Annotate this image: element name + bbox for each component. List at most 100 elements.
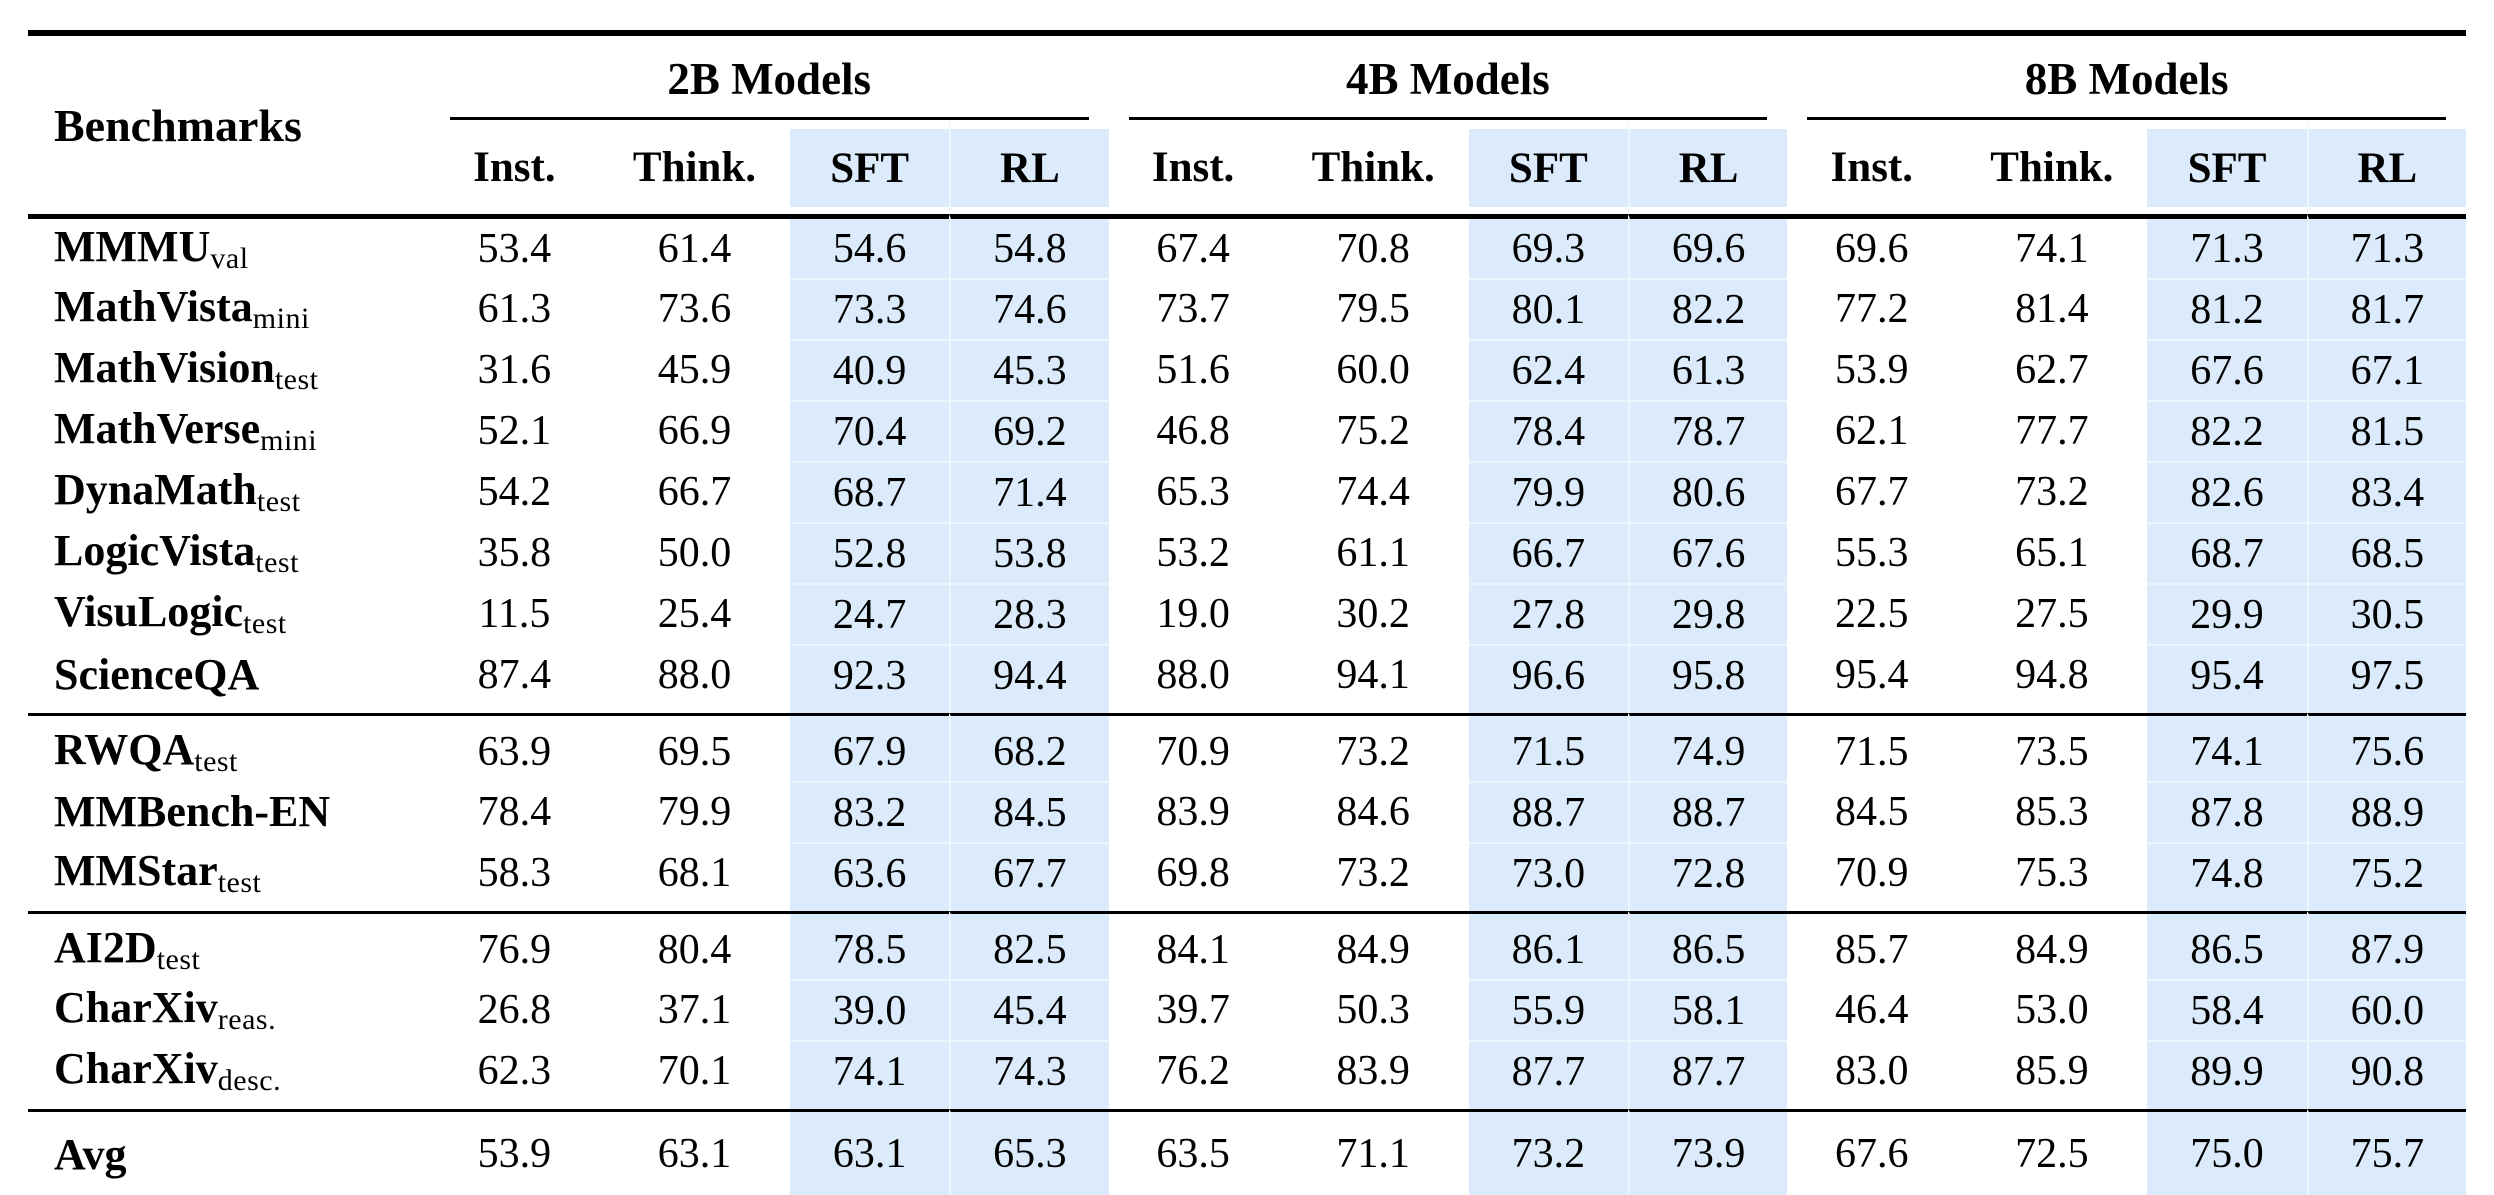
score-cell: 83.4 <box>2306 461 2466 522</box>
benchmark-name: LogicVistatest <box>28 522 430 583</box>
benchmarks-column-header: Benchmarks <box>54 99 302 151</box>
score-cell: 58.3 <box>477 849 552 896</box>
col-header-8b-think: Think. <box>1990 143 2114 191</box>
score-cell: 60.0 <box>2306 979 2466 1040</box>
benchmark-label: MathVista <box>54 282 253 331</box>
score-cell: 25.4 <box>657 590 732 637</box>
score-cell: 79.5 <box>1336 285 1410 332</box>
score-cell: 53.0 <box>2015 986 2089 1033</box>
table-row: VisuLogictest 11.5 25.4 24.7 28.3 19.0 30.2 27.… <box>28 583 2466 644</box>
score-cell: 71.1 <box>1277 1109 1469 1195</box>
benchmark-name: AI2Dtest <box>28 911 430 979</box>
benchmark-subscript: mini <box>252 302 310 335</box>
score-cell: 67.6 <box>2147 339 2307 400</box>
benchmark-label: MathVision <box>54 343 275 392</box>
score-cell: 67.9 <box>790 713 950 781</box>
table-row: CharXivreas. 26.8 37.1 39.0 45.4 39.7 50.3 55.9… <box>28 979 2466 1040</box>
score-cell: 74.1 <box>1956 214 2148 278</box>
score-cell: 68.5 <box>2306 522 2466 583</box>
score-cell: 69.3 <box>1468 214 1628 278</box>
benchmark-label: DynaMath <box>54 465 257 514</box>
table-row: MMMUval 53.4 61.4 54.6 54.8 67.4 70.8 69.3 69.6 6… <box>28 214 2466 278</box>
score-cell: 69.2 <box>949 400 1109 461</box>
score-cell: 63.6 <box>790 842 950 911</box>
score-cell: 84.9 <box>1956 911 2148 979</box>
score-cell: 72.8 <box>1627 842 1788 911</box>
score-cell: 65.3 <box>949 1109 1109 1195</box>
score-cell: 60.0 <box>1336 346 1410 393</box>
score-cell: 55.3 <box>1835 529 1909 576</box>
score-cell: 31.6 <box>477 346 552 393</box>
score-cell: 37.1 <box>657 986 732 1033</box>
group-title-2b: 2B Models <box>449 53 1089 120</box>
score-cell: 39.0 <box>790 979 950 1040</box>
score-cell: 73.2 <box>1336 849 1410 896</box>
score-cell: 74.6 <box>949 278 1109 339</box>
score-cell: 87.8 <box>2147 781 2307 842</box>
score-cell: 19.0 <box>1156 590 1230 637</box>
score-cell: 67.7 <box>949 842 1109 911</box>
benchmark-name: CharXivdesc. <box>28 1040 430 1109</box>
score-cell: 53.2 <box>1156 529 1230 576</box>
score-cell: 72.5 <box>1956 1109 2148 1195</box>
score-cell: 74.3 <box>949 1040 1109 1109</box>
score-cell: 88.7 <box>1468 781 1628 842</box>
col-header-4b-sft: SFT <box>1468 120 1628 214</box>
score-cell: 58.4 <box>2147 979 2307 1040</box>
col-header-2b-think: Think. <box>632 143 757 191</box>
subheader-row: Inst. Think. SFT RL Inst. Think. SFT RL … <box>28 120 2466 214</box>
score-cell: 95.8 <box>1627 644 1788 713</box>
score-cell: 73.7 <box>1156 285 1230 332</box>
score-cell: 62.4 <box>1468 339 1628 400</box>
score-cell: 88.9 <box>2306 781 2466 842</box>
benchmark-name: Avg <box>28 1109 430 1195</box>
table-row: AI2Dtest 76.9 80.4 78.5 82.5 84.1 84.9 86.1 86.5… <box>28 911 2466 979</box>
benchmark-subscript: test <box>217 866 262 899</box>
score-cell: 11.5 <box>478 590 551 637</box>
score-cell: 65.3 <box>1156 468 1230 515</box>
score-cell: 75.6 <box>2306 713 2466 781</box>
group-header-row: Benchmarks 2B Models 4B Models 8B Models <box>28 36 2466 151</box>
benchmark-label: CharXiv <box>54 1044 218 1093</box>
score-cell: 79.9 <box>1468 461 1628 522</box>
score-cell: 75.3 <box>2015 849 2089 896</box>
score-cell: 68.2 <box>949 713 1109 781</box>
benchmark-subscript: test <box>255 546 299 579</box>
score-cell: 82.5 <box>949 911 1109 979</box>
score-cell: 77.2 <box>1835 285 1909 332</box>
score-cell: 46.8 <box>1156 407 1230 454</box>
score-cell: 85.7 <box>1787 911 1957 979</box>
table-row: MathVistamini 61.3 73.6 73.3 74.6 73.7 79.5 80.… <box>28 278 2466 339</box>
score-cell: 71.5 <box>1468 713 1628 781</box>
col-header-2b-inst: Inst. <box>473 143 556 191</box>
col-header-8b-inst: Inst. <box>1830 143 1913 191</box>
score-cell: 73.9 <box>1627 1109 1788 1195</box>
benchmark-name: MathVisiontest <box>28 339 430 400</box>
group-header-2b: 2B Models <box>430 36 1109 120</box>
benchmark-subscript: test <box>194 745 238 778</box>
group-header-8b: 8B Models <box>1787 36 2466 120</box>
score-cell: 71.4 <box>949 461 1109 522</box>
score-cell: 87.4 <box>477 651 552 698</box>
score-cell: 94.4 <box>949 644 1109 713</box>
benchmark-subscript: test <box>256 485 301 518</box>
benchmark-name: MathVistamini <box>28 278 430 339</box>
score-cell: 79.9 <box>657 788 732 835</box>
score-cell: 71.3 <box>2306 214 2466 278</box>
benchmark-label: Avg <box>54 1129 127 1179</box>
col-header-2b-rl: RL <box>949 120 1109 214</box>
score-cell: 53.9 <box>1835 346 1909 393</box>
col-header-4b-inst: Inst. <box>1151 143 1235 191</box>
score-cell: 27.8 <box>1468 583 1628 644</box>
score-cell: 74.8 <box>2147 842 2307 911</box>
score-cell: 92.3 <box>790 644 950 713</box>
benchmark-subscript: test <box>274 363 319 396</box>
benchmark-name: DynaMathtest <box>28 461 430 522</box>
score-cell: 74.9 <box>1627 713 1788 781</box>
score-cell: 52.1 <box>477 407 552 454</box>
benchmark-label: MMMU <box>54 222 211 271</box>
benchmark-subscript: test <box>156 943 201 976</box>
score-cell: 50.3 <box>1336 986 1410 1033</box>
score-cell: 73.6 <box>657 285 732 332</box>
score-cell: 45.9 <box>657 346 732 393</box>
